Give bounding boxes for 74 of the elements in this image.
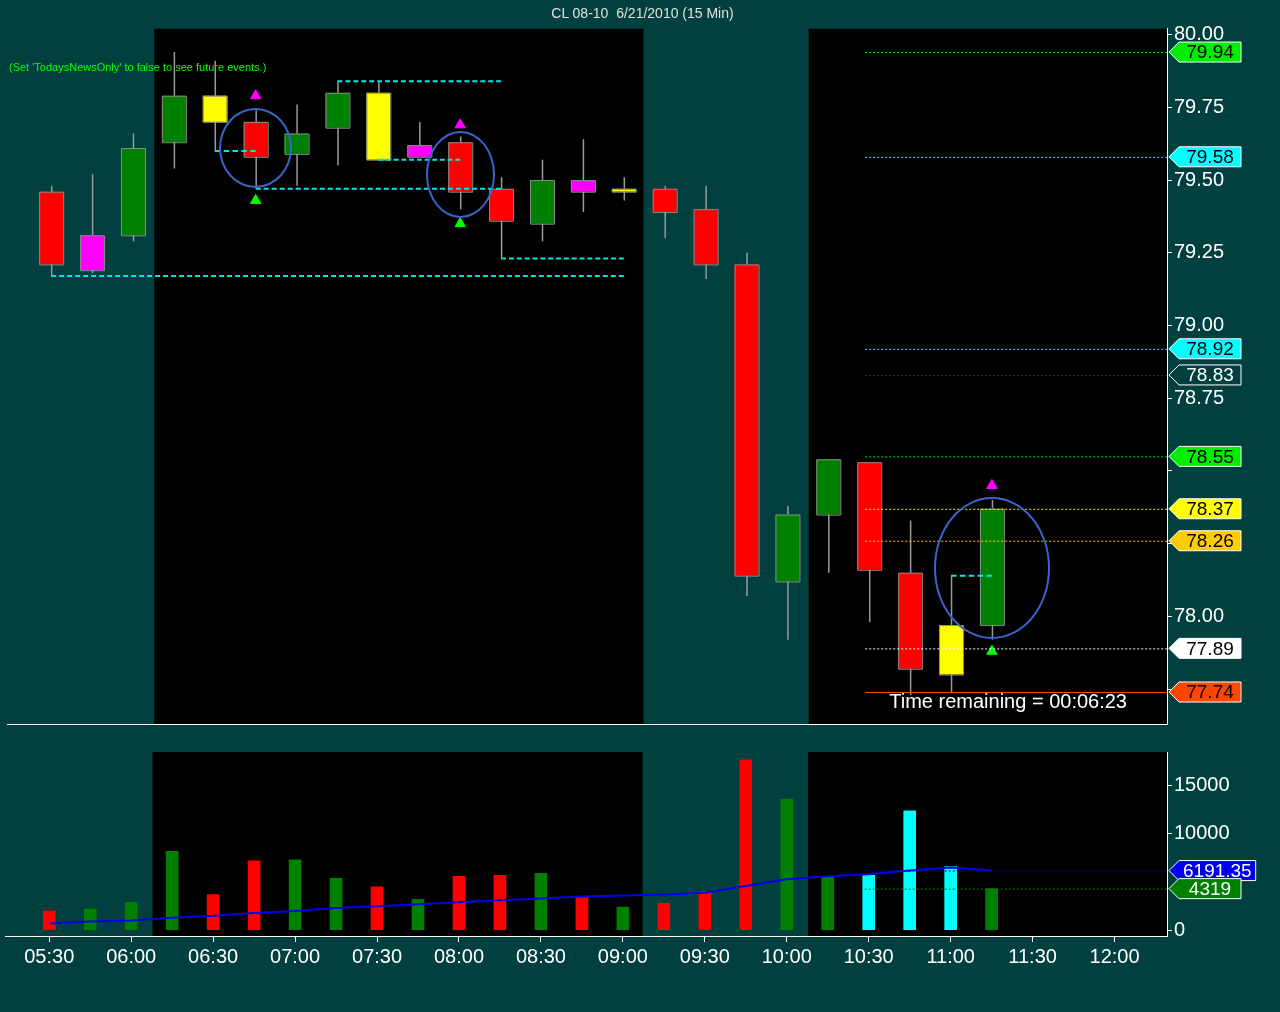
bar xyxy=(780,798,794,931)
bar xyxy=(534,873,548,931)
bar xyxy=(206,894,220,931)
candlestick xyxy=(652,185,678,239)
candlestick xyxy=(979,499,1005,641)
candlestick xyxy=(693,185,719,280)
candlestick xyxy=(366,80,392,161)
bar xyxy=(821,875,835,931)
bar xyxy=(124,901,138,931)
ref-line-label: 79.58 xyxy=(1186,146,1234,168)
bar xyxy=(329,877,343,931)
candlestick xyxy=(530,158,556,242)
candlestick xyxy=(120,132,146,242)
ref-line-label: 78.37 xyxy=(1186,497,1234,519)
bar xyxy=(42,910,56,931)
ref-line-label: 78.55 xyxy=(1186,445,1234,467)
point xyxy=(249,193,262,204)
ref-line-label: 78.92 xyxy=(1186,338,1234,359)
ref-line-label: 77.89 xyxy=(1186,637,1234,659)
ref-line-label: 78.83 xyxy=(1186,364,1234,386)
bar xyxy=(698,891,712,931)
ref-line-label: 78.26 xyxy=(1186,529,1234,551)
bar xyxy=(493,874,507,931)
candlestick xyxy=(857,462,883,623)
candlestick xyxy=(570,138,596,213)
x-tick-label: 11:00 xyxy=(926,944,975,967)
bar xyxy=(903,810,917,931)
ref-line-label: 77.74 xyxy=(1186,681,1235,703)
x-tick-label: 06:00 xyxy=(106,944,157,967)
x-tick-label: 06:30 xyxy=(188,944,239,967)
y-tick-label: 15000 xyxy=(1174,773,1230,796)
bar xyxy=(83,908,97,931)
bar xyxy=(288,859,302,931)
candlestick xyxy=(80,173,106,274)
candlestick xyxy=(816,459,842,574)
bar xyxy=(944,866,957,931)
candlestick xyxy=(489,176,515,260)
chart-title: CL 08-10 6/21/2010 (15 Min) xyxy=(551,5,734,22)
candlestick xyxy=(734,252,760,597)
y-tick-label: 79.00 xyxy=(1174,313,1225,336)
x-tick-label: 09:30 xyxy=(679,944,730,967)
bar xyxy=(247,860,261,931)
candlestick xyxy=(243,109,269,190)
x-tick-label: 05:30 xyxy=(24,944,75,967)
x-tick-label: 09:00 xyxy=(597,944,648,967)
bar xyxy=(165,850,179,931)
annotation: Time remaining = 00:06:23 xyxy=(889,690,1127,712)
x-tick-label: 12:00 xyxy=(1089,944,1140,967)
x-tick-label: 10:30 xyxy=(843,944,894,967)
bar xyxy=(616,906,630,931)
y-tick-label: 79.75 xyxy=(1174,94,1225,117)
point xyxy=(249,89,262,100)
y-tick-label: 10000 xyxy=(1174,821,1230,844)
x-tick-label: 07:00 xyxy=(270,944,321,967)
candlestick xyxy=(939,574,965,693)
bar xyxy=(452,875,466,931)
point xyxy=(454,118,466,129)
y-tick-label: 78.00 xyxy=(1174,603,1225,626)
bar xyxy=(575,897,589,931)
y-tick-label: 79.25 xyxy=(1174,240,1225,263)
bar xyxy=(739,759,753,931)
y-tick-label: 79.50 xyxy=(1174,167,1225,190)
bar xyxy=(862,874,876,931)
point xyxy=(454,217,466,228)
x-tick-label: 08:00 xyxy=(433,944,485,967)
point xyxy=(986,478,998,489)
x-tick-label: 10:00 xyxy=(761,944,812,967)
x-tick-label: 08:30 xyxy=(515,944,566,967)
y-tick-label: 78.75 xyxy=(1174,385,1225,408)
candlestick xyxy=(448,135,474,210)
y-tick-label: 0 xyxy=(1174,917,1186,940)
x-tick-label: 11:30 xyxy=(1008,944,1057,967)
bar xyxy=(657,902,671,931)
x-tick-label: 07:30 xyxy=(352,944,403,967)
